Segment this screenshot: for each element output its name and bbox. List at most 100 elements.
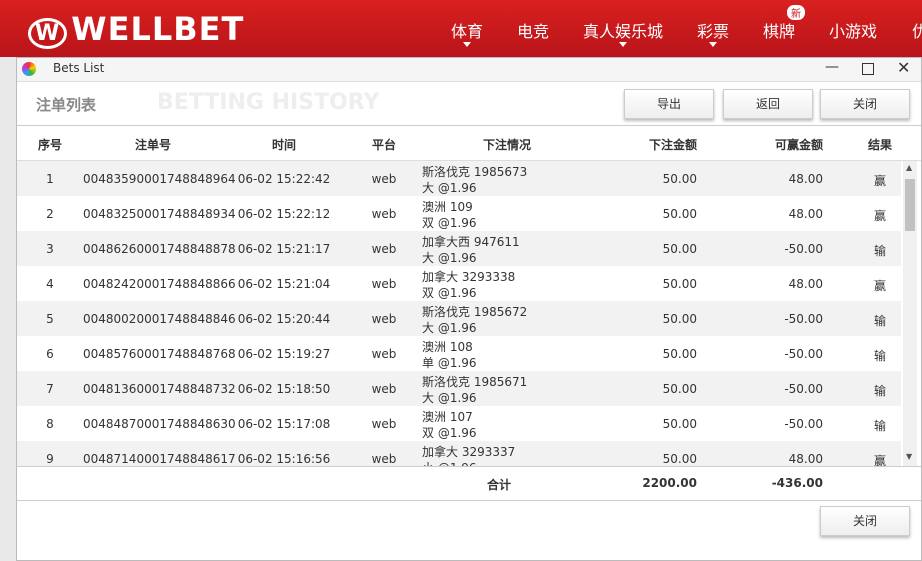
cell: 00487140001748848617 xyxy=(83,452,236,466)
cell: 00482420001748848866 xyxy=(83,277,236,291)
table-body: 1 00483590001748848964 06-02 15:22:42 web 50… xyxy=(17,161,921,466)
cell: 48.00 xyxy=(788,172,823,186)
badge: 新 xyxy=(787,5,805,20)
bet-pick: 大 @1.96 xyxy=(422,321,477,335)
table-row[interactable]: 1 00483590001748848964 06-02 15:22:42 web 50… xyxy=(17,161,901,196)
minimize[interactable]: — xyxy=(825,59,839,75)
cell: 赢 xyxy=(873,209,886,223)
total-amount: 2200.00 xyxy=(642,476,697,490)
bet-pick: 双 @1.96 xyxy=(422,216,477,230)
table-row[interactable]: 3 00486260001748848878 06-02 15:21:17 web 50… xyxy=(17,231,901,266)
cell: 8 xyxy=(46,417,54,431)
maximize[interactable] xyxy=(862,63,874,75)
cell: 48.00 xyxy=(788,207,823,221)
table-row[interactable]: 5 00480020001748848846 06-02 15:20:44 web 50… xyxy=(17,301,901,336)
bet-pick: 大 @1.96 xyxy=(422,181,477,195)
cell: -50.00 xyxy=(784,417,823,431)
button[interactable]: 导出 xyxy=(624,89,714,119)
cell: 50.00 xyxy=(662,242,697,256)
cell: 00484870001748848630 xyxy=(83,417,236,431)
cell: 50.00 xyxy=(662,417,697,431)
cell: 00483590001748848964 xyxy=(83,172,236,186)
cell: 50.00 xyxy=(662,452,697,466)
cell: 06-02 15:17:08 xyxy=(237,417,331,431)
table-row[interactable]: 8 00484870001748848630 06-02 15:17:08 web 50… xyxy=(17,406,901,441)
nav-item[interactable]: 彩票 xyxy=(697,22,730,41)
cell: 06-02 15:16:56 xyxy=(237,452,331,466)
column-header: 序号 xyxy=(37,138,62,152)
button[interactable]: 返回 xyxy=(723,89,813,119)
cell: 00483250001748848934 xyxy=(83,207,236,221)
cell: 00480020001748848846 xyxy=(83,312,236,326)
nav-item[interactable]: 棋牌 xyxy=(763,22,796,41)
cell: web xyxy=(371,277,397,291)
title-bar: Bets List — ✕ xyxy=(17,58,921,82)
cell: 06-02 15:21:04 xyxy=(237,277,331,291)
logo[interactable]: W WELLBET xyxy=(28,10,244,49)
cell: -50.00 xyxy=(784,312,823,326)
bet-event: 加拿大 3293337 xyxy=(422,445,516,459)
total-label: 合计 xyxy=(487,478,512,492)
cell: 输 xyxy=(873,314,886,328)
cell: -50.00 xyxy=(784,347,823,361)
scroll-up[interactable]: ▲ xyxy=(906,163,913,172)
cell: 输 xyxy=(873,244,886,258)
cell: 50.00 xyxy=(662,207,697,221)
watermark: BETTING HISTORY xyxy=(157,90,380,115)
button[interactable]: 关闭 xyxy=(820,89,910,119)
cell: 00481360001748848732 xyxy=(83,382,236,396)
cell: web xyxy=(371,347,397,361)
nav-item[interactable]: 电竞 xyxy=(517,22,550,41)
total-win: -436.00 xyxy=(771,476,823,490)
bet-pick: 大 @1.96 xyxy=(422,391,477,405)
table-row[interactable]: 6 00485760001748848768 06-02 15:19:27 web 50… xyxy=(17,336,901,371)
column-header: 时间 xyxy=(271,138,296,152)
cell: web xyxy=(371,172,397,186)
bet-event: 斯洛伐克 1985672 xyxy=(422,305,528,319)
top-bar: W WELLBET 新 体育 电竞 真人娱乐城 彩票 棋牌 小游戏 优 xyxy=(0,0,922,57)
scroll-thumb xyxy=(905,179,915,231)
cell: 00486260001748848878 xyxy=(83,242,236,256)
bet-event: 澳洲 107 xyxy=(422,410,473,424)
dialog-header: BETTING HISTORY 注单列表 xyxy=(17,82,921,126)
table-row[interactable]: 2 00483250001748848934 06-02 15:22:12 web 50… xyxy=(17,196,901,231)
nav-caret xyxy=(709,42,717,51)
cell: 6 xyxy=(46,347,54,361)
cell: 7 xyxy=(46,382,54,396)
scroll-down[interactable]: ▼ xyxy=(906,452,913,461)
cell: 赢 xyxy=(873,454,886,466)
cell: 06-02 15:18:50 xyxy=(237,382,331,396)
cell: web xyxy=(371,452,397,466)
column-header: 可赢金额 xyxy=(774,138,823,152)
cell: 50.00 xyxy=(662,312,697,326)
nav-item[interactable]: 小游戏 xyxy=(829,22,878,41)
nav-item[interactable]: 体育 xyxy=(451,22,484,41)
table-row[interactable]: 7 00481360001748848732 06-02 15:18:50 web 50… xyxy=(17,371,901,406)
bet-event: 斯洛伐克 1985673 xyxy=(422,165,528,179)
bet-pick: 单 @1.96 xyxy=(422,356,477,370)
close-window[interactable]: ✕ xyxy=(897,58,911,77)
cell: 赢 xyxy=(873,279,886,293)
app-icon xyxy=(22,62,36,76)
cell: 06-02 15:22:12 xyxy=(237,207,331,221)
bet-pick: 双 @1.96 xyxy=(422,286,477,300)
nav-item[interactable]: 真人娱乐城 xyxy=(583,22,664,41)
cell: 5 xyxy=(46,312,54,326)
table-row[interactable]: 4 00482420001748848866 06-02 15:21:04 web 50… xyxy=(17,266,901,301)
cell: 1 xyxy=(46,172,54,186)
column-header: 下注金额 xyxy=(648,138,697,152)
window-title: Bets List xyxy=(53,61,105,75)
cell: web xyxy=(371,207,397,221)
cell: 06-02 15:20:44 xyxy=(237,312,331,326)
table-row[interactable]: 9 00487140001748848617 06-02 15:16:56 web 50… xyxy=(17,441,901,466)
nav-item[interactable]: 优 xyxy=(912,22,922,41)
cell: -50.00 xyxy=(784,242,823,256)
cell: 50.00 xyxy=(662,277,697,291)
column-header: 注单号 xyxy=(134,138,171,152)
cell: 06-02 15:22:42 xyxy=(237,172,331,186)
total-row: 合计 2200.00 -436.00 xyxy=(17,466,921,501)
cell: 输 xyxy=(873,349,886,363)
button[interactable]: 关闭 xyxy=(820,506,910,536)
nav-caret xyxy=(619,42,627,51)
cell: 50.00 xyxy=(662,347,697,361)
